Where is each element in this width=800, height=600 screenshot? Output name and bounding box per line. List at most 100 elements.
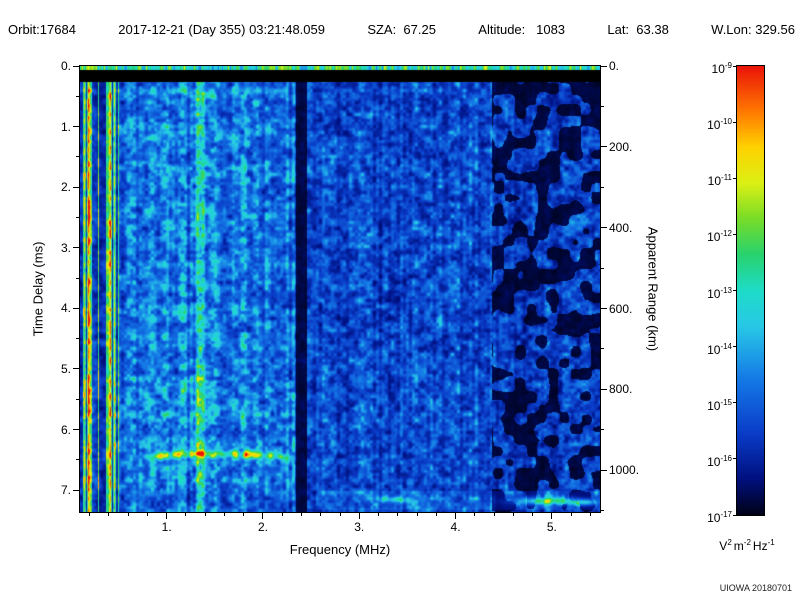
x-tick — [262, 513, 264, 519]
range-minor-tick — [601, 348, 604, 350]
y-axis-label-right: Apparent Range (km) — [645, 226, 661, 352]
colorbar-tick — [733, 65, 737, 67]
colorbar-tick — [733, 346, 737, 348]
colorbar-tick-label: 10-9 — [711, 61, 732, 76]
y-tick-label: 1. — [60, 119, 71, 134]
x-minor-tick — [223, 513, 225, 516]
range-tick — [601, 227, 607, 229]
colorbar-tick — [733, 233, 737, 235]
y-tick-label: 6. — [60, 422, 71, 437]
altitude-label: Altitude: 1083 — [478, 22, 566, 37]
colorbar-tick — [733, 458, 737, 460]
x-tick-label: 4. — [450, 520, 461, 534]
x-tick — [166, 513, 168, 519]
colorbar-tick — [733, 402, 737, 404]
x-minor-tick — [185, 513, 187, 516]
colorbar-tick-label: 10-17 — [707, 510, 732, 525]
credit-label: UIOWA 20180701 — [719, 583, 792, 593]
x-minor-tick — [570, 513, 572, 516]
range-tick — [601, 65, 607, 67]
range-minor-tick — [601, 267, 604, 269]
y-tick-label: 3. — [60, 240, 71, 255]
colorbar-unit-part: V2 — [719, 538, 732, 553]
x-tick — [358, 513, 360, 519]
colorbar-tick-label: 10-12 — [707, 229, 732, 245]
colorbar-tick — [733, 177, 737, 179]
colorbar-tick-label: 10-13 — [707, 285, 732, 301]
y-minor-tick — [76, 95, 79, 97]
spectrogram-plot — [79, 65, 601, 513]
y-tick-label: 7. — [60, 483, 71, 498]
x-minor-tick — [416, 513, 418, 516]
range-tick-label: 200. — [609, 139, 633, 154]
y-minor-tick — [76, 277, 79, 279]
latitude-label: Lat: 63.38 — [607, 22, 669, 37]
sza-label: SZA: 67.25 — [367, 22, 436, 37]
y-tick — [73, 429, 79, 431]
x-minor-tick — [204, 513, 206, 516]
x-tick-label: 2. — [257, 520, 268, 534]
west-longitude-label: W.Lon: 329.56 — [711, 22, 795, 37]
x-tick-label: 5. — [546, 520, 557, 534]
colorbar-tick — [733, 121, 737, 123]
y-tick — [73, 247, 79, 249]
y-tick-label: 0. — [60, 59, 71, 73]
x-minor-tick — [493, 513, 495, 516]
colorbar-tick-label: 10-16 — [707, 453, 732, 469]
range-tick — [601, 388, 607, 390]
range-tick — [601, 146, 607, 148]
x-minor-tick — [127, 513, 129, 516]
y-tick — [73, 126, 79, 128]
range-minor-tick — [601, 510, 604, 512]
colorbar-tick-label: 10-14 — [707, 341, 732, 357]
x-minor-tick — [474, 513, 476, 516]
header-info: Orbit:17684 2017-12-21 (Day 355) 03:21:4… — [8, 22, 795, 37]
range-tick — [601, 469, 607, 471]
x-minor-tick — [512, 513, 514, 516]
spectrogram-canvas — [80, 66, 600, 512]
x-minor-tick — [281, 513, 283, 516]
range-minor-tick — [601, 429, 604, 431]
range-minor-tick — [601, 186, 604, 188]
colorbar-tick — [733, 514, 737, 516]
x-minor-tick — [89, 513, 91, 516]
colorbar-tick-label: 10-11 — [707, 173, 732, 189]
y-tick-label: 4. — [60, 301, 71, 316]
x-axis-label: Frequency (MHz) — [289, 542, 391, 557]
y-tick — [73, 489, 79, 491]
colorbar-unit-part: Hz-1 — [752, 538, 775, 553]
x-tick — [551, 513, 553, 519]
range-tick-label: 800. — [609, 382, 633, 397]
y-minor-tick — [76, 398, 79, 400]
y-minor-tick — [76, 216, 79, 218]
x-minor-tick — [146, 513, 148, 516]
colorbar-unit-part: m-2 — [733, 538, 751, 553]
x-minor-tick — [108, 513, 110, 516]
colorbar-canvas — [737, 66, 764, 515]
range-minor-tick — [601, 105, 604, 107]
range-tick-label: 1000. — [609, 463, 640, 478]
y-tick — [73, 307, 79, 309]
colorbar-units-label: V2 m-2 Hz-1 — [719, 538, 776, 553]
x-tick — [455, 513, 457, 519]
y-tick — [73, 65, 79, 67]
x-minor-tick — [378, 513, 380, 516]
orbit-label: Orbit:17684 — [8, 22, 76, 37]
y-tick-label: 2. — [60, 180, 71, 195]
range-tick-label: 600. — [609, 301, 633, 316]
y-minor-tick — [76, 156, 79, 158]
colorbar-tick — [733, 290, 737, 291]
range-tick — [601, 308, 607, 310]
x-tick-label: 3. — [354, 520, 365, 534]
x-minor-tick — [589, 513, 591, 516]
y-tick — [73, 186, 79, 188]
y-axis-label-left: Time Delay (ms) — [30, 241, 46, 337]
x-tick-label: 1. — [161, 520, 172, 534]
y-minor-tick — [76, 338, 79, 340]
x-minor-tick — [300, 513, 302, 516]
y-tick — [73, 368, 79, 370]
colorbar-tick-label: 10-10 — [707, 117, 732, 133]
x-minor-tick — [397, 513, 399, 516]
y-minor-tick — [76, 459, 79, 461]
